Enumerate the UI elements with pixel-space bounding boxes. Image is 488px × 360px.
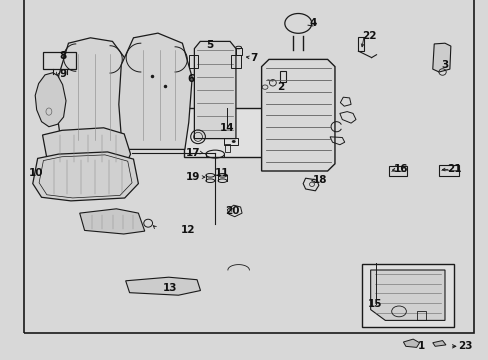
Text: 6: 6 (187, 74, 194, 84)
Bar (438, 165, 458, 176)
Text: 23: 23 (457, 341, 472, 351)
Text: 14: 14 (220, 123, 234, 133)
Polygon shape (194, 41, 235, 139)
Text: 20: 20 (224, 206, 239, 216)
Text: 22: 22 (361, 31, 376, 41)
Text: 17: 17 (185, 148, 200, 158)
Bar (224, 138, 237, 145)
Text: 3: 3 (441, 60, 447, 70)
Bar (358, 37, 364, 51)
Polygon shape (119, 33, 192, 149)
Polygon shape (35, 73, 66, 127)
Polygon shape (80, 209, 144, 234)
Text: 5: 5 (206, 40, 213, 50)
Bar (416, 311, 425, 320)
Circle shape (231, 140, 235, 143)
Bar (279, 71, 285, 82)
Bar (42, 52, 76, 69)
Text: 7: 7 (250, 53, 258, 63)
Text: 16: 16 (393, 164, 407, 174)
Polygon shape (432, 341, 445, 346)
Text: 8: 8 (59, 51, 66, 61)
Text: 2: 2 (277, 82, 284, 92)
Polygon shape (432, 43, 450, 72)
Text: 9: 9 (59, 69, 66, 79)
Bar (225, 47, 231, 55)
Bar (183, 108, 264, 157)
Bar (188, 55, 198, 68)
Bar (388, 166, 407, 176)
Text: 13: 13 (163, 283, 177, 293)
Text: 10: 10 (29, 168, 43, 178)
Text: 4: 4 (308, 18, 316, 28)
Polygon shape (57, 38, 129, 149)
Polygon shape (33, 152, 138, 201)
Bar (224, 144, 229, 152)
Text: 18: 18 (312, 175, 327, 185)
Polygon shape (261, 59, 334, 171)
Polygon shape (125, 277, 200, 295)
Text: 19: 19 (185, 172, 200, 182)
Bar (235, 48, 241, 55)
Text: 21: 21 (447, 164, 461, 174)
Polygon shape (370, 270, 444, 320)
Polygon shape (403, 339, 419, 347)
Text: 12: 12 (181, 225, 195, 235)
Text: 11: 11 (215, 168, 229, 178)
Text: 1: 1 (417, 341, 424, 351)
Text: 15: 15 (367, 299, 382, 309)
Polygon shape (42, 128, 130, 168)
Bar (230, 55, 240, 68)
Bar (361, 264, 453, 327)
